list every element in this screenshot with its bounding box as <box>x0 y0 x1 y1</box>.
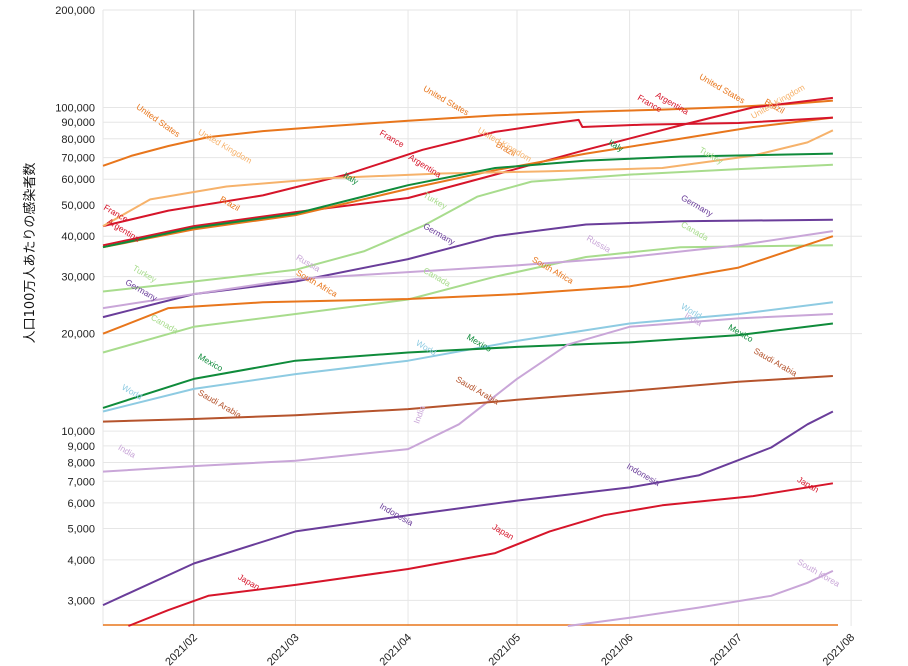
series-label: Canada <box>679 219 710 243</box>
series-line-turkey <box>102 163 833 293</box>
x-tick-label: 2021/08 <box>821 632 858 666</box>
x-tick-label: 2021/05 <box>487 632 524 666</box>
y-tick-label: 7,000 <box>67 476 95 488</box>
series-label: Mexico <box>196 351 225 373</box>
y-tick-label: 80,000 <box>61 134 95 146</box>
series-line-italy <box>102 152 833 249</box>
series-line-russia <box>102 230 834 310</box>
y-tick-label: 30,000 <box>61 272 95 284</box>
series-label: World <box>414 338 438 358</box>
series-layer <box>102 96 834 627</box>
series-label: United States <box>698 71 747 105</box>
y-tick-label: 70,000 <box>61 153 95 165</box>
x-tick-label: 2021/06 <box>599 632 636 666</box>
series-line-saudi-arabia <box>102 375 833 423</box>
series-label: United States <box>422 83 471 117</box>
series-line-argentina <box>102 96 834 247</box>
series-label: Mexico <box>465 332 494 354</box>
series-label: Brazil <box>218 194 242 213</box>
series-line-south-africa <box>102 235 834 335</box>
y-tick-label: 50,000 <box>61 200 95 212</box>
series-label: South Africa <box>531 254 576 286</box>
series-label: Canada <box>149 312 180 336</box>
series-line-mexico <box>102 322 834 409</box>
x-tick-label: 2021/04 <box>378 632 415 666</box>
series-line-japan <box>128 482 834 627</box>
series-label: Saudi Arabia <box>752 346 799 379</box>
series-label: Germany <box>422 221 458 248</box>
x-tick-label: 2021/03 <box>265 632 302 666</box>
y-tick-label: 6,000 <box>67 498 95 510</box>
y-tick-label: 20,000 <box>61 329 95 341</box>
y-tick-label: 200,000 <box>55 5 95 17</box>
y-tick-label: 90,000 <box>61 117 95 129</box>
series-label: Germany <box>679 192 715 219</box>
y-tick-label: 4,000 <box>67 555 95 567</box>
series-line-france <box>102 116 833 228</box>
x-tick-label: 2021/02 <box>163 632 200 666</box>
series-label: Japan <box>796 474 821 494</box>
series-line-united-states <box>102 99 833 167</box>
series-line-south-korea <box>567 569 834 627</box>
series-label: India <box>411 404 427 425</box>
series-label: Saudi Arabia <box>196 387 243 420</box>
series-label: Saudi Arabia <box>454 374 501 407</box>
y-axis-label: 人口100万人あたりの感染者数 <box>22 163 38 344</box>
series-line-canada <box>102 244 833 354</box>
series-label: Japan <box>236 572 261 592</box>
series-label: India <box>117 442 138 460</box>
y-axis-ticks: 3,000 4,000 5,000 6,000 7,000 8,000 9,000 10,00… <box>55 5 95 607</box>
series-label: Italy <box>342 170 361 187</box>
y-tick-label: 40,000 <box>61 231 95 243</box>
y-tick-label: 8,000 <box>67 457 95 469</box>
series-line-world <box>102 301 834 413</box>
series-line-indonesia <box>102 410 834 607</box>
series-line-united-kingdom <box>102 129 834 227</box>
y-tick-label: 10,000 <box>61 426 95 438</box>
series-label: Japan <box>491 522 516 542</box>
y-tick-label: 3,000 <box>67 595 95 607</box>
series-line-brazil <box>102 116 834 249</box>
x-tick-label: 2021/07 <box>708 632 745 666</box>
x-axis-ticks: 2021/02 2021/03 2021/04 2021/05 2021/06 2021/… <box>163 632 857 666</box>
y-tick-label: 100,000 <box>55 102 95 114</box>
y-tick-label: 5,000 <box>67 524 95 536</box>
series-label: Mexico <box>727 322 756 344</box>
y-tick-label: 60,000 <box>61 174 95 186</box>
series-label: Turkey <box>422 190 450 212</box>
series-label: France <box>378 128 406 150</box>
y-tick-label: 9,000 <box>67 441 95 453</box>
